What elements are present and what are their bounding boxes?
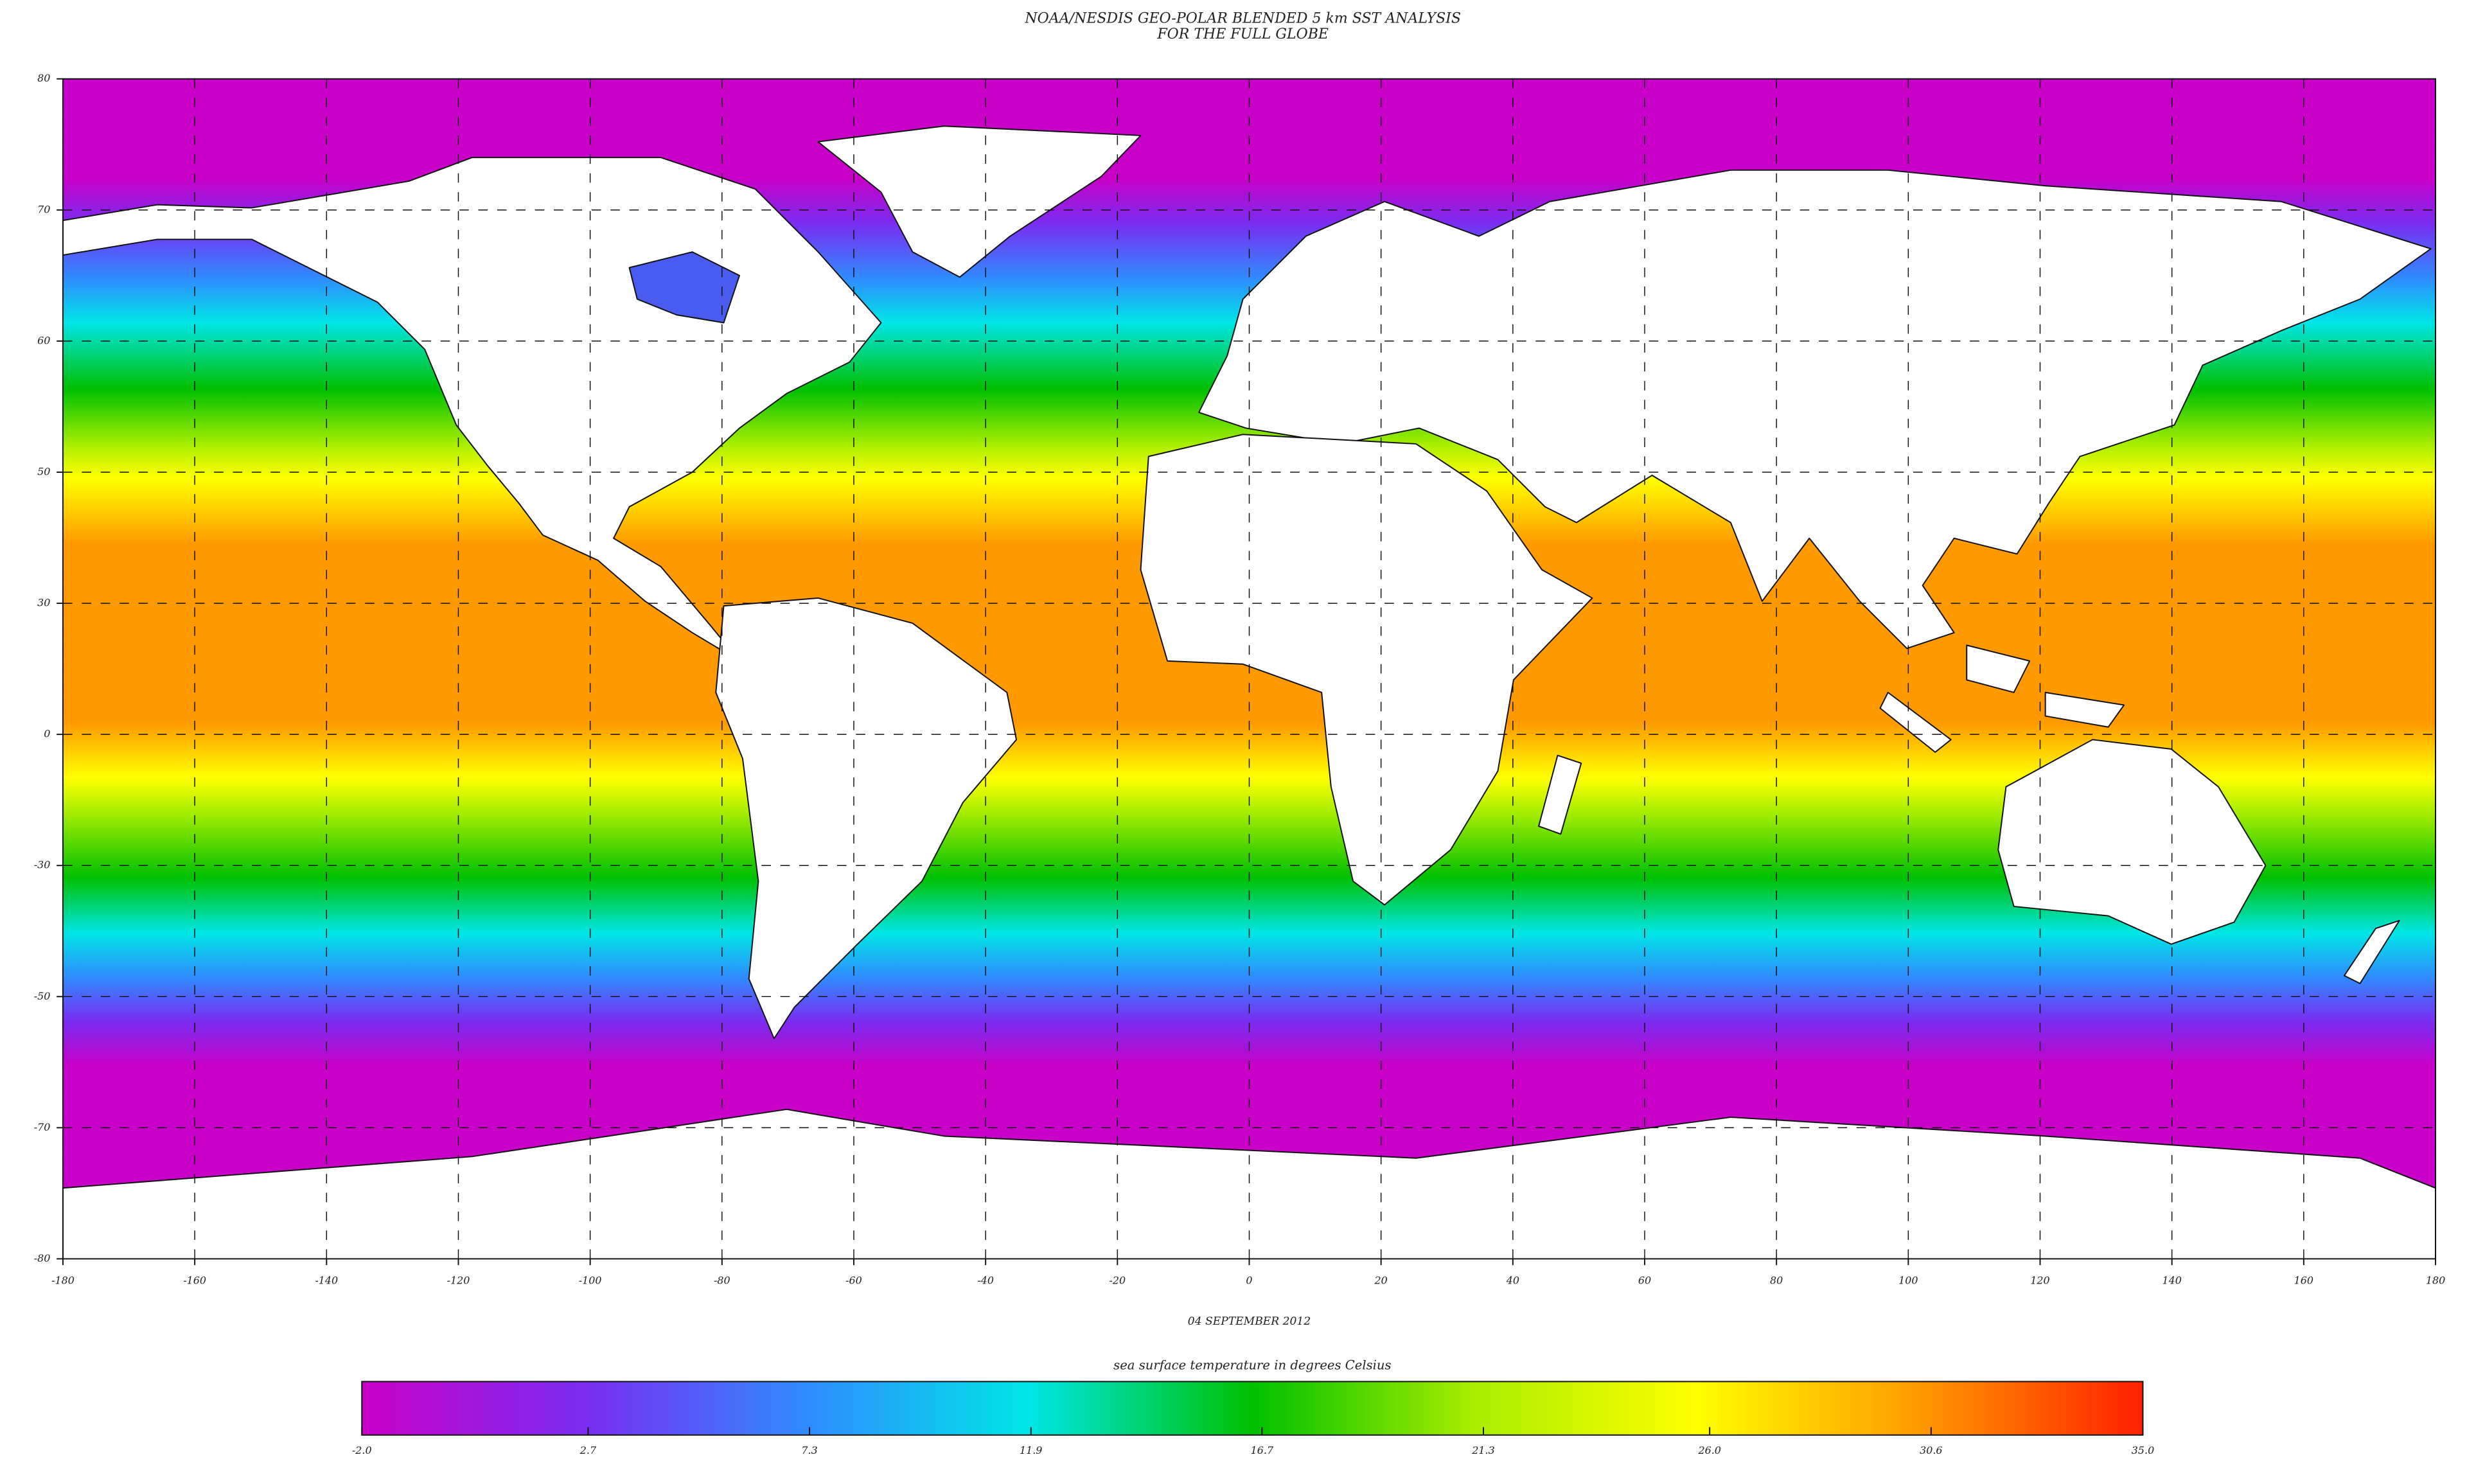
- madagascar: [1538, 754, 1582, 835]
- x-tick-label: -60: [845, 1274, 862, 1286]
- hudson-bay: [628, 251, 740, 324]
- x-tick-label: -100: [579, 1274, 602, 1286]
- colorbar-tick-label: 16.7: [1251, 1444, 1274, 1456]
- y-tick-label: -80: [34, 1252, 51, 1264]
- greenland: [817, 125, 1142, 278]
- colorbar-tick-label: 7.3: [801, 1444, 817, 1456]
- new-zealand: [2344, 919, 2400, 984]
- colorbar-tick-label: 21.3: [1471, 1444, 1494, 1456]
- colorbar-tick-label: -2.0: [352, 1444, 372, 1456]
- australia: [1997, 739, 2267, 945]
- south-america: [715, 597, 1018, 1039]
- x-tick-label: -180: [51, 1274, 75, 1286]
- title: NOAA/NESDIS GEO-POLAR BLENDED 5 km SST A…: [1024, 11, 1461, 27]
- x-tick-label: -80: [714, 1274, 730, 1286]
- africa: [1140, 434, 1593, 906]
- x-tick-label: -40: [977, 1274, 994, 1286]
- indonesia: [1879, 644, 2125, 753]
- colorbar-label: sea surface temperature in degrees Celsi…: [1113, 1358, 1391, 1373]
- colorbar-tick-label: 35.0: [2132, 1444, 2154, 1456]
- subtitle: FOR THE FULL GLOBE: [1156, 26, 1329, 42]
- x-tick-label: -120: [447, 1274, 470, 1286]
- y-tick-label: 50: [37, 466, 50, 478]
- y-tick-label: 30: [37, 597, 50, 609]
- x-tick-label: -20: [1110, 1274, 1126, 1286]
- x-tick-label: 100: [1898, 1274, 1918, 1286]
- x-tick-label: 40: [1506, 1274, 1519, 1286]
- date: 04 SEPTEMBER 2012: [1188, 1315, 1311, 1328]
- colorbar-tick-label: 26.0: [1697, 1444, 1720, 1456]
- y-tick-label: 0: [44, 728, 50, 740]
- y-tick-label: -70: [34, 1121, 51, 1133]
- x-tick-label: -140: [315, 1274, 338, 1286]
- y-tick-label: 60: [37, 334, 50, 346]
- y-tick-label: 80: [37, 72, 50, 84]
- antarctica: [62, 1108, 2436, 1259]
- grid: [57, 78, 2437, 1266]
- y-tick-label: -30: [34, 859, 51, 871]
- x-tick-label: 160: [2294, 1274, 2313, 1286]
- x-tick-label: 60: [1638, 1274, 1651, 1286]
- colorbar-tick-label: 2.7: [579, 1444, 597, 1456]
- eurasia: [1198, 169, 2432, 649]
- x-tick-label: -160: [183, 1274, 206, 1286]
- y-tick-label: -50: [34, 990, 51, 1002]
- x-tick-label: 140: [2162, 1274, 2181, 1286]
- colorbar-tick-label: 30.6: [1920, 1444, 1942, 1456]
- colorbar: [361, 1381, 2144, 1436]
- x-tick-label: 0: [1246, 1274, 1252, 1286]
- x-tick-label: 180: [2426, 1274, 2445, 1286]
- colorbar-tick-label: 11.9: [1020, 1444, 1042, 1456]
- x-tick-label: 20: [1374, 1274, 1388, 1286]
- y-tick-label: 70: [37, 203, 50, 215]
- x-tick-label: 120: [2030, 1274, 2049, 1286]
- x-tick-label: 80: [1770, 1274, 1783, 1286]
